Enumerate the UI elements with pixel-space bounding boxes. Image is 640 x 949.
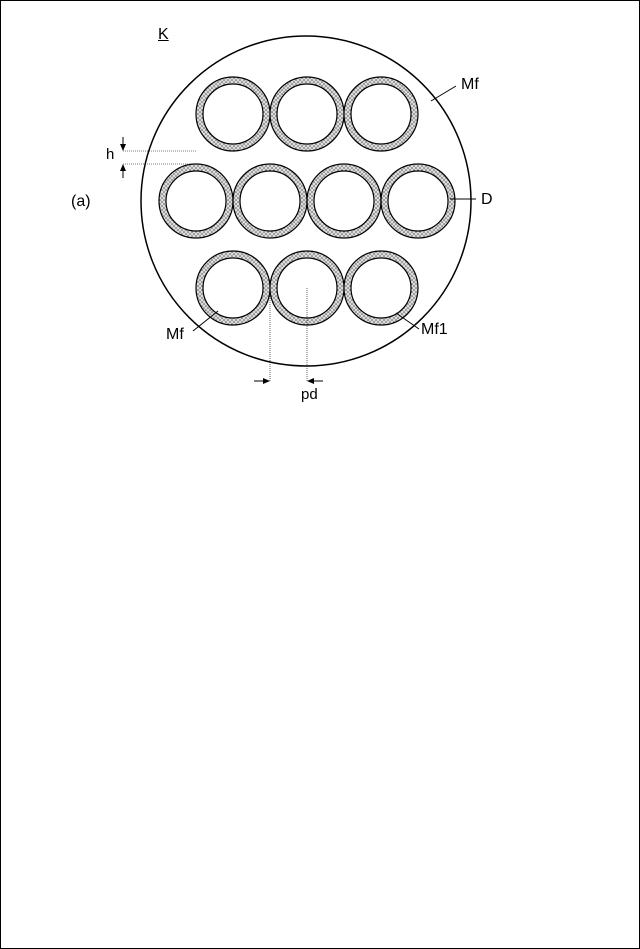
page: K (a) h Mf D Mf Mf1 pd — [0, 0, 640, 949]
ring-inner — [166, 171, 226, 231]
ring-inner — [240, 171, 300, 231]
ring-inner — [388, 171, 448, 231]
ring-inner — [351, 84, 411, 144]
diagram — [1, 1, 640, 501]
ring-inner — [314, 171, 374, 231]
ring-inner — [277, 84, 337, 144]
ring-inner — [203, 84, 263, 144]
ring-inner — [203, 258, 263, 318]
ring-inner — [351, 258, 411, 318]
leader-line — [431, 86, 456, 101]
